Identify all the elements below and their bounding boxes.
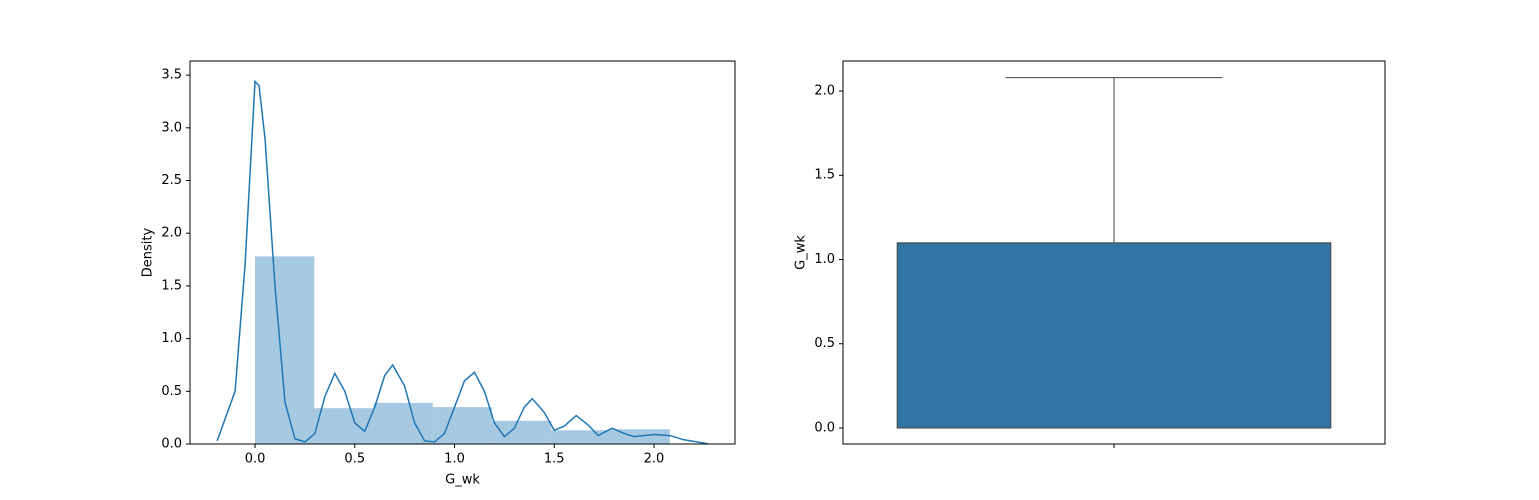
y-tick-label: 2.0 <box>814 83 835 98</box>
y-tick-label: 3.5 <box>161 68 182 83</box>
bar <box>373 402 433 444</box>
bar <box>314 408 374 444</box>
x-tick-label: 1.5 <box>544 452 565 467</box>
bar <box>551 430 611 444</box>
y-tick-label: 0.5 <box>161 384 182 399</box>
x-tick-label: 0.0 <box>245 452 266 467</box>
y-tick-label: 1.0 <box>814 252 835 267</box>
kde-line <box>216 79 708 445</box>
y-tick-label: 0.0 <box>161 437 182 452</box>
y-axis-label: G_wk <box>794 235 809 270</box>
plot-frame <box>189 60 736 445</box>
bar <box>255 256 315 444</box>
y-tick-label: 3.0 <box>161 120 182 135</box>
y-tick-label: 1.0 <box>161 331 182 346</box>
x-tick-label: 2.0 <box>644 452 665 467</box>
x-tick-label: 0.5 <box>344 452 365 467</box>
y-tick-label: 2.5 <box>161 173 182 188</box>
box <box>896 242 1332 429</box>
y-tick-label: 2.0 <box>161 226 182 241</box>
bar <box>432 407 493 444</box>
y-tick-label: 1.5 <box>814 168 835 183</box>
x-axis-label: G_wk <box>445 473 480 488</box>
y-tick-label: 1.5 <box>161 278 182 293</box>
y-tick-label: 0.5 <box>814 336 835 351</box>
plot-frame <box>842 60 1386 445</box>
x-tick-label: 1.0 <box>444 452 465 467</box>
y-axis-label: Density <box>141 227 156 277</box>
bar <box>492 420 552 444</box>
y-tick-label: 0.0 <box>814 420 835 435</box>
